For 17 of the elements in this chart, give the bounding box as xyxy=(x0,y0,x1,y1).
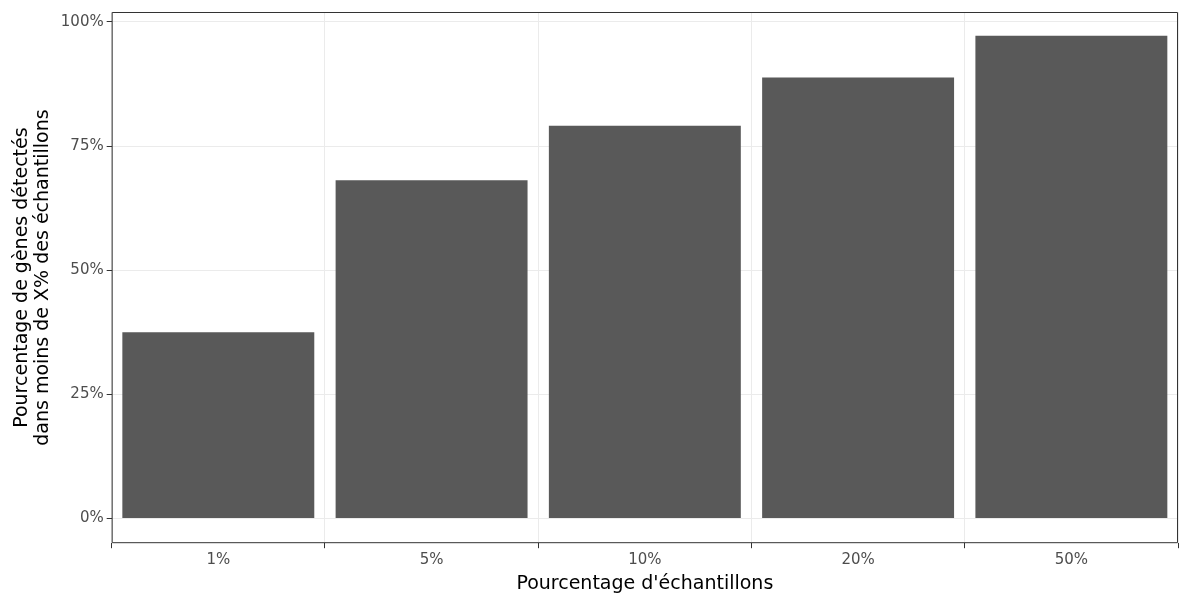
y-axis-title: Pourcentage de gènes détectés dans moins de X% des échantillons xyxy=(9,109,53,446)
x-tick-label: 50% xyxy=(1054,550,1089,569)
y-tick-label: 50% xyxy=(70,260,104,279)
bar xyxy=(975,35,1168,518)
bar xyxy=(122,332,315,518)
bar xyxy=(762,77,955,518)
x-tick-label: 5% xyxy=(419,550,444,569)
bar xyxy=(548,125,741,518)
y-tick-label: 25% xyxy=(70,384,104,403)
y-tick-label: 100% xyxy=(60,11,104,30)
bar xyxy=(335,180,528,518)
x-tick-label: 10% xyxy=(628,550,662,569)
x-tick-label: 1% xyxy=(206,550,231,569)
x-axis-title: Pourcentage d'échantillons xyxy=(516,570,774,593)
y-tick-label: 0% xyxy=(79,508,104,527)
x-tick-label: 20% xyxy=(841,550,875,569)
y-tick-label: 75% xyxy=(70,135,104,154)
